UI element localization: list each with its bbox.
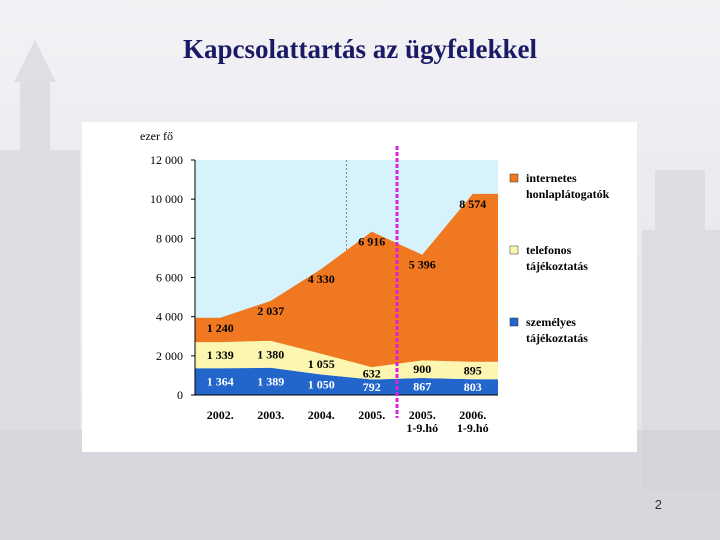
- data-label: 895: [464, 364, 482, 378]
- data-label: 6 916: [358, 235, 385, 249]
- data-label: 900: [413, 362, 431, 376]
- data-label: 5 396: [409, 258, 436, 272]
- area-personal: [195, 367, 498, 395]
- data-label: 1 240: [207, 321, 234, 335]
- legend-swatch: [509, 317, 519, 327]
- y-tick-label: 6 000: [156, 271, 183, 285]
- x-tick-label: 2003.: [257, 408, 284, 422]
- area-internet: [195, 193, 498, 368]
- page-number: 2: [654, 497, 662, 512]
- legend-label: tájékoztatás: [526, 331, 588, 345]
- legend-label: honlaplátogatók: [526, 187, 610, 201]
- data-label: 1 364: [207, 375, 234, 389]
- data-label: 1 055: [308, 357, 335, 371]
- data-label: 1 380: [257, 347, 284, 361]
- data-label: 803: [464, 380, 482, 394]
- data-label: 4 330: [308, 272, 335, 286]
- data-label: 1 339: [207, 348, 234, 362]
- data-label: 867: [413, 380, 431, 394]
- data-label: 1 050: [308, 378, 335, 392]
- chart-frame: 0 2 000 4 000 6 000 8 000 10 000 12 000 ezer fő…: [82, 122, 637, 452]
- legend-label: internetes: [526, 171, 577, 185]
- x-tick-label: 2005.: [358, 408, 385, 422]
- x-tick-label: 2006.: [459, 408, 486, 422]
- legend-swatch: [509, 245, 519, 255]
- data-label: 1 389: [257, 374, 284, 388]
- legend-label: tájékoztatás: [526, 259, 588, 273]
- slide-title: Kapcsolattartás az ügyfelekkel: [183, 34, 537, 64]
- data-label: 632: [363, 366, 381, 380]
- y-tick-label: 0: [177, 388, 183, 402]
- data-label: 8 574: [459, 197, 486, 211]
- data-label: 2 037: [257, 304, 284, 318]
- data-label: 792: [363, 380, 381, 394]
- y-tick-label: 4 000: [156, 310, 183, 324]
- x-tick-label: 2004.: [308, 408, 335, 422]
- y-tick-label: 8 000: [156, 231, 183, 245]
- y-axis-title: ezer fő: [140, 129, 173, 143]
- y-tick-label: 2 000: [156, 349, 183, 363]
- legend-label: személyes: [526, 315, 576, 329]
- area-phone: [195, 340, 498, 380]
- legend-label: telefonos: [526, 243, 572, 257]
- x-tick-label: 2002.: [207, 408, 234, 422]
- x-tick-label: 1-9.hó: [457, 421, 489, 435]
- y-tick-label: 12 000: [150, 153, 183, 167]
- x-tick-label: 1-9.hó: [406, 421, 438, 435]
- y-tick-label: 10 000: [150, 192, 183, 206]
- stacked-area-chart: 0 2 000 4 000 6 000 8 000 10 000 12 000 ezer fő…: [140, 129, 610, 435]
- legend-swatch: [509, 173, 519, 183]
- x-tick-label: 2005.: [409, 408, 436, 422]
